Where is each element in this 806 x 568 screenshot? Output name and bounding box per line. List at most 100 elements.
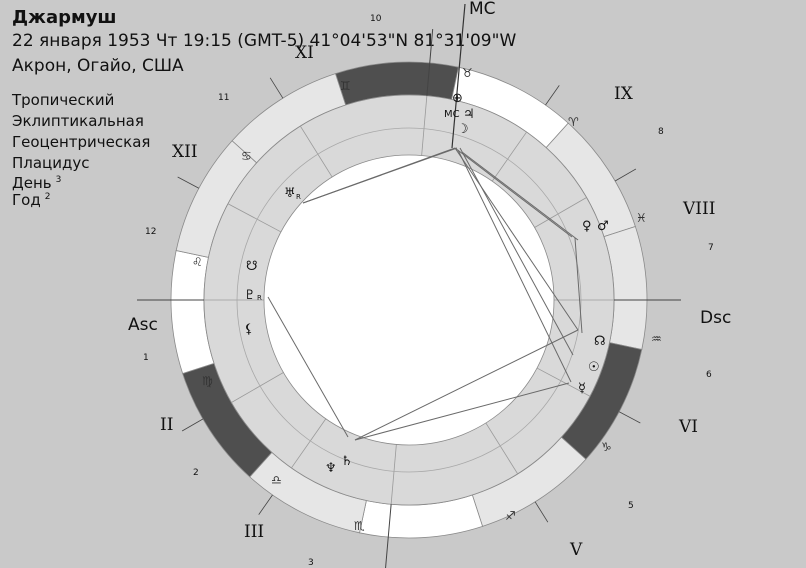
aspect-disc: [263, 154, 555, 446]
house-label-2: II: [160, 415, 173, 435]
axis-dsc-label: Dsc: [700, 308, 731, 328]
outer-cusp-tick: [534, 501, 549, 523]
venus-icon: ♀: [582, 219, 592, 234]
chart-title-name: Джармуш: [12, 7, 117, 28]
sign-libra-icon: ♎: [271, 473, 282, 487]
sign-aries-icon: ♈: [568, 115, 579, 129]
house-cusp-line: [227, 203, 282, 233]
house-number-7: 7: [708, 243, 714, 253]
aspect-line: [302, 147, 458, 204]
house-cusp-line: [536, 367, 591, 397]
chart-place: Акрон, Огайо, США: [12, 56, 184, 76]
sign-gemini-icon: ♊: [340, 79, 351, 93]
sign-sagittarius-icon: ♐: [505, 509, 516, 523]
house-number-2: 2: [193, 468, 199, 478]
year-label: Год: [12, 191, 41, 209]
house-number-10: 10: [370, 14, 382, 24]
house-number-5: 5: [628, 501, 634, 511]
zodiac-type: Тропический: [12, 91, 115, 109]
part-of-fortune-icon: ⊕: [452, 91, 463, 106]
aspect-line: [457, 149, 572, 383]
chart-labels: MC Asc Dsc II III V VI VIII IX XII XI 1 …: [128, 0, 731, 568]
sign-pisces-icon: ♓: [636, 211, 647, 225]
sign-leo-icon: ♌: [192, 255, 203, 269]
house-cusp-line: [231, 372, 284, 403]
house-label-6: VI: [678, 417, 698, 437]
outer-cusp-tick: [181, 418, 204, 432]
outer-cusp-tick: [258, 494, 273, 515]
house-label-11: XI: [295, 43, 314, 63]
house-cusp-line: [491, 131, 527, 182]
mc-axis-line: [426, 28, 434, 96]
neptune-icon: ♆: [325, 461, 337, 476]
south-node-icon: ☋: [246, 259, 258, 274]
day-label: День: [12, 174, 52, 192]
house-cusp-line: [485, 422, 518, 475]
house-system: Плацидус: [12, 154, 90, 172]
sign-scorpio-icon: ♏: [354, 519, 365, 533]
house-label-3: III: [244, 522, 264, 542]
house-number-11: 11: [218, 93, 229, 103]
day-ruler: День 3: [12, 170, 61, 193]
house-label-8: VIII: [682, 199, 715, 219]
saturn-icon: ♄: [341, 454, 353, 469]
house-cusp-line: [534, 197, 587, 228]
aspect-line: [574, 237, 583, 334]
moon-icon: ☽: [457, 122, 469, 137]
house-number-3: 3: [308, 558, 314, 568]
lilith-icon: ⚸: [244, 322, 254, 337]
mc-marker-label: MC: [444, 109, 460, 120]
uranus-icon: ♅: [284, 186, 296, 201]
day-ruler-glyph: 3: [55, 175, 62, 185]
outer-cusp-tick: [177, 176, 200, 189]
mc-pointer-line: [451, 3, 466, 149]
house-cusp-line: [390, 444, 397, 505]
aspect-lines: [267, 147, 583, 441]
sun-icon: ☉: [588, 360, 600, 375]
house-number-1: 1: [143, 353, 149, 363]
aspect-line: [459, 147, 574, 356]
axis-mc-label: MC: [469, 0, 496, 19]
outer-cusp-tick: [614, 168, 637, 182]
year-ruler: Год 2: [12, 187, 50, 210]
inner-ring-border: [236, 127, 582, 473]
house-cusp-line: [291, 418, 327, 469]
outer-cusp-tick: [545, 85, 560, 106]
outer-cusp-tick: [269, 77, 284, 99]
year-ruler-glyph: 2: [44, 192, 51, 202]
sign-taurus-icon: ♉: [462, 66, 473, 80]
mars-icon: ♂: [597, 219, 609, 234]
house-number-12: 12: [145, 227, 156, 237]
pluto-icon: ♇: [244, 288, 256, 303]
aspect-line: [454, 147, 579, 331]
uranus-retrograde-marker: R: [296, 193, 301, 201]
house-label-5: V: [569, 540, 583, 560]
coordinate-system: Эклиптикальная: [12, 112, 144, 130]
house-label-12: XII: [172, 142, 198, 162]
pluto-retrograde-marker: R: [257, 294, 262, 302]
chart-date-line: 22 января 1953 Чт 19:15 (GMT-5) 41°04'53…: [12, 31, 517, 51]
sign-capricorn-icon: ♑: [601, 440, 612, 454]
sign-cancer-icon: ♋: [241, 149, 252, 163]
house-cusp-line: [300, 125, 333, 178]
aspect-line: [354, 329, 579, 441]
aspect-line: [461, 151, 579, 241]
aspect-line: [267, 296, 349, 438]
zodiac-wheel: [137, 3, 681, 568]
sign-aquarius-icon: ♒: [651, 332, 662, 346]
jupiter-icon: ♃: [463, 107, 475, 122]
ic-axis-line: [385, 504, 392, 568]
perspective-type: Геоцентрическая: [12, 133, 151, 151]
north-node-icon: ☊: [594, 334, 606, 349]
aspect-line: [354, 382, 570, 441]
sign-virgo-icon: ♍: [202, 374, 213, 388]
aspect-line: [454, 147, 573, 238]
house-number-6: 6: [706, 370, 712, 380]
house-number-8: 8: [658, 127, 664, 137]
axis-asc-label: Asc: [128, 315, 158, 335]
outer-cusp-tick: [618, 411, 641, 424]
house-cusp-line: [421, 95, 428, 156]
mercury-icon: ☿: [578, 381, 586, 396]
house-label-9: IX: [614, 84, 634, 104]
